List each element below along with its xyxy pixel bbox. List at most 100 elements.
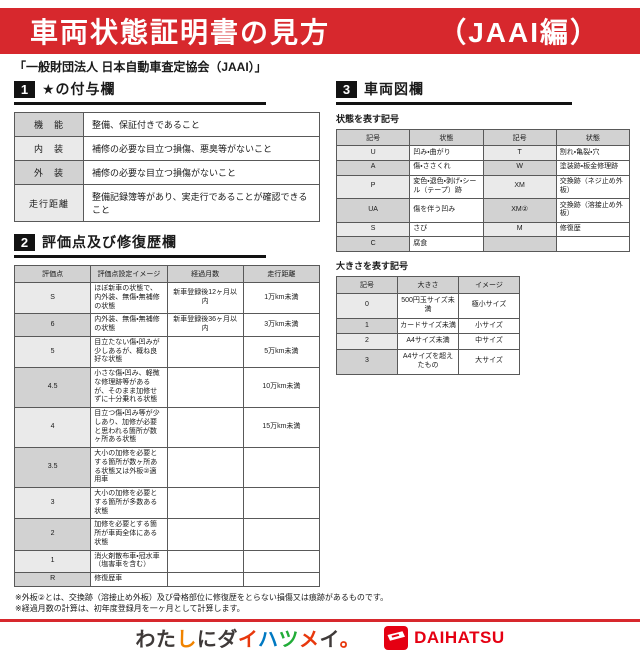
table-cell [166, 486, 244, 520]
slogan-char: ツ [278, 629, 299, 652]
table-cell: 小サイズ [458, 317, 520, 335]
table-row: A 傷・ささくれ W 塗装跡・板金修理跡 [335, 159, 631, 176]
table-cell: R [13, 572, 92, 587]
table-row: UA 傷を伴う凹み XM② 交換跡（溶接止め外板） [335, 198, 631, 223]
section-1-number-badge: 1 [14, 80, 35, 98]
daihatsu-logo: DAIHATSU [384, 625, 505, 650]
table-cell: 交換跡（溶接止め外板） [555, 198, 631, 223]
footnote-1: ※外板②とは、交換跡（溶接止め外板）及び骨格部位に修復歴をとらない損傷又は痕跡が… [15, 592, 389, 602]
slogan-char: イ [319, 629, 340, 652]
table-cell: 3.5 [13, 447, 92, 488]
table-header-row: 記号 状態 記号 状態 [335, 129, 631, 146]
table-row: 機 能整備、保証付きであること [14, 112, 320, 137]
section-2-header: 2 評価点及び修復歴欄 [14, 232, 266, 258]
slogan-char: た [155, 629, 177, 652]
table-cell: 大サイズ [458, 349, 520, 375]
footnote-2: ※経過月数の計算は、初年度登録月を一ヶ月として計算します。 [15, 604, 245, 614]
table-cell: 2 [13, 518, 92, 551]
table-row: 外 装補修の必要な目立つ損傷がないこと [14, 160, 320, 185]
daihatsu-slogan: わたしにダイハツメイ。 [135, 623, 360, 652]
table-row: 2 加修を必要とする箇所が車両全体にある状態 [13, 518, 321, 551]
table-cell: U [335, 145, 411, 161]
table-cell: 5万km未満 [242, 335, 321, 369]
table-cell [242, 549, 321, 573]
table-cell [166, 367, 244, 408]
column-header: 経過月数 [166, 265, 244, 283]
table-cell: 修復歴車 [90, 572, 168, 587]
column-header: 評価点設定イメージ [90, 265, 168, 283]
table-row: 走行距離 整備記録簿等があり、実走行であることが確認できること [14, 184, 320, 222]
table-row: 6 内外装、無傷・無補修の状態 新車登録後36ヶ月以内 3万km未満 [13, 313, 321, 337]
table-cell: 1 [336, 317, 398, 335]
table-cell: 1 [13, 549, 92, 573]
table-cell: 目立つ傷・凹み等が少しあり、加修が必要と思われる箇所が数ヶ所ある状態 [90, 407, 168, 448]
slogan-char: し [176, 629, 197, 652]
table-cell: C [335, 236, 411, 252]
table-row: 1 消火剤散布車・冠水車（塩害車を含む） [13, 549, 321, 573]
table-cell: 4.5 [13, 367, 92, 408]
table-cell: 新車登録後36ヶ月以内 [166, 313, 244, 337]
table-cell: 塗装跡・板金修理跡 [555, 159, 631, 176]
table-cell: XM② [482, 198, 557, 223]
table-cell: 3万km未満 [242, 313, 321, 337]
table-row: 5 目立たない傷・凹みが少しあるが、概ね良好な状態 5万km未満 [13, 335, 321, 369]
table-cell: 消火剤散布車・冠水車（塩害車を含む） [90, 549, 168, 573]
condition-symbols-table: 記号 状態 記号 状態 U 凹み・曲がり T 割れ・亀裂・穴 A 傷・ささくれ W 塗装跡・板金修理… [335, 129, 631, 252]
section-2-title: 評価点及び修復歴欄 [42, 234, 177, 250]
table-row: 1 カードサイズ未満 小サイズ [336, 317, 520, 335]
table-cell [242, 572, 321, 587]
table-cell [555, 236, 631, 252]
table-cell: W [482, 159, 557, 176]
slogan-char: ハ [257, 629, 279, 652]
organization-line: 「一般財団法人 日本自動車査定協会（JAAI）」 [14, 60, 267, 74]
table-row: 3 A4サイズを超えたもの 大サイズ [336, 349, 520, 375]
table-row: C 腐食 [335, 236, 631, 252]
table-cell: 加修を必要とする箇所が車両全体にある状態 [90, 518, 168, 551]
table-cell: 500円玉サイズ未満 [397, 293, 459, 319]
table-cell: 2 [336, 333, 398, 350]
footer: わたしにダイハツメイ。 DAIHATSU [0, 622, 640, 654]
right-column: 3 車両図欄 状態を表す記号 記号 状態 記号 状態 U 凹み・曲がり T 割れ・亀裂・穴 A… [335, 79, 631, 587]
condition-table-caption: 状態を表す記号 [336, 114, 400, 124]
section-3-number-badge: 3 [336, 80, 357, 98]
table-row: 内 装補修の必要な目立つ損傷、悪臭等がないこと [14, 136, 320, 161]
table-cell: 補修の必要な目立つ損傷、悪臭等がないこと [83, 136, 320, 161]
section-3-title: 車両図欄 [364, 81, 424, 97]
slogan-char: 。 [339, 629, 361, 652]
column-header: イメージ [458, 276, 520, 294]
table-cell: 整備、保証付きであること [83, 112, 320, 137]
table-cell: 凹み・曲がり [409, 145, 484, 161]
table-row: U 凹み・曲がり T 割れ・亀裂・穴 [335, 145, 631, 161]
table-cell: 15万km未満 [242, 407, 321, 448]
slogan-char: イ [237, 629, 258, 652]
table-cell: 極小サイズ [458, 293, 520, 319]
column-header: 記号 [482, 129, 557, 146]
table-cell: 3 [13, 486, 92, 520]
main-content: 1 ★の付与欄 機 能整備、保証付きであること内 装補修の必要な目立つ損傷、悪臭… [0, 78, 640, 587]
table-header-row: 評価点 評価点設定イメージ 経過月数 走行距離 [13, 265, 321, 283]
table-cell: 小さな傷・凹み、軽微な修理跡等があるが、そのまま加修せずに十分乗れる状態 [90, 367, 168, 408]
section-1-title: ★の付与欄 [42, 81, 116, 97]
slogan-char: に [196, 629, 218, 652]
table-cell: 修復歴 [555, 221, 631, 238]
size-table-caption: 大きさを表す記号 [336, 261, 409, 271]
table-cell: 1万km未満 [242, 281, 321, 315]
table-cell: ほぼ新車の状態で、内外装、無傷・無補修の状態 [90, 281, 168, 315]
footnotes: ※外板②とは、交換跡（溶接止め外板）及び骨格部位に修復歴をとらない損傷又は痕跡が… [0, 592, 640, 615]
table-row: S ほぼ新車の状態で、内外装、無傷・無補修の状態 新車登録後12ヶ月以内 1万km未満 [13, 281, 321, 315]
column-header: 状態 [555, 129, 631, 146]
table-row: 3 大小の加修を必要とする箇所が多数ある状態 [13, 486, 321, 520]
table-cell: 走行距離 [14, 184, 84, 222]
table-cell: 5 [13, 335, 92, 369]
table-cell: M [482, 221, 557, 238]
table-row: 0 500円玉サイズ未満 極小サイズ [336, 293, 520, 319]
table-cell [166, 407, 244, 448]
daihatsu-wordmark: DAIHATSU [414, 627, 505, 647]
table-row: S さび M 修復歴 [335, 221, 631, 238]
table-cell [166, 572, 244, 587]
table-cell: 変色・退色・剥げ・シール（テープ）跡 [409, 174, 484, 199]
table-cell [166, 518, 244, 551]
daihatsu-d-mark-icon [384, 625, 409, 650]
table-cell: 4 [13, 407, 92, 448]
star-criteria-table: 機 能整備、保証付きであること内 装補修の必要な目立つ損傷、悪臭等がないこと外 … [14, 112, 320, 222]
